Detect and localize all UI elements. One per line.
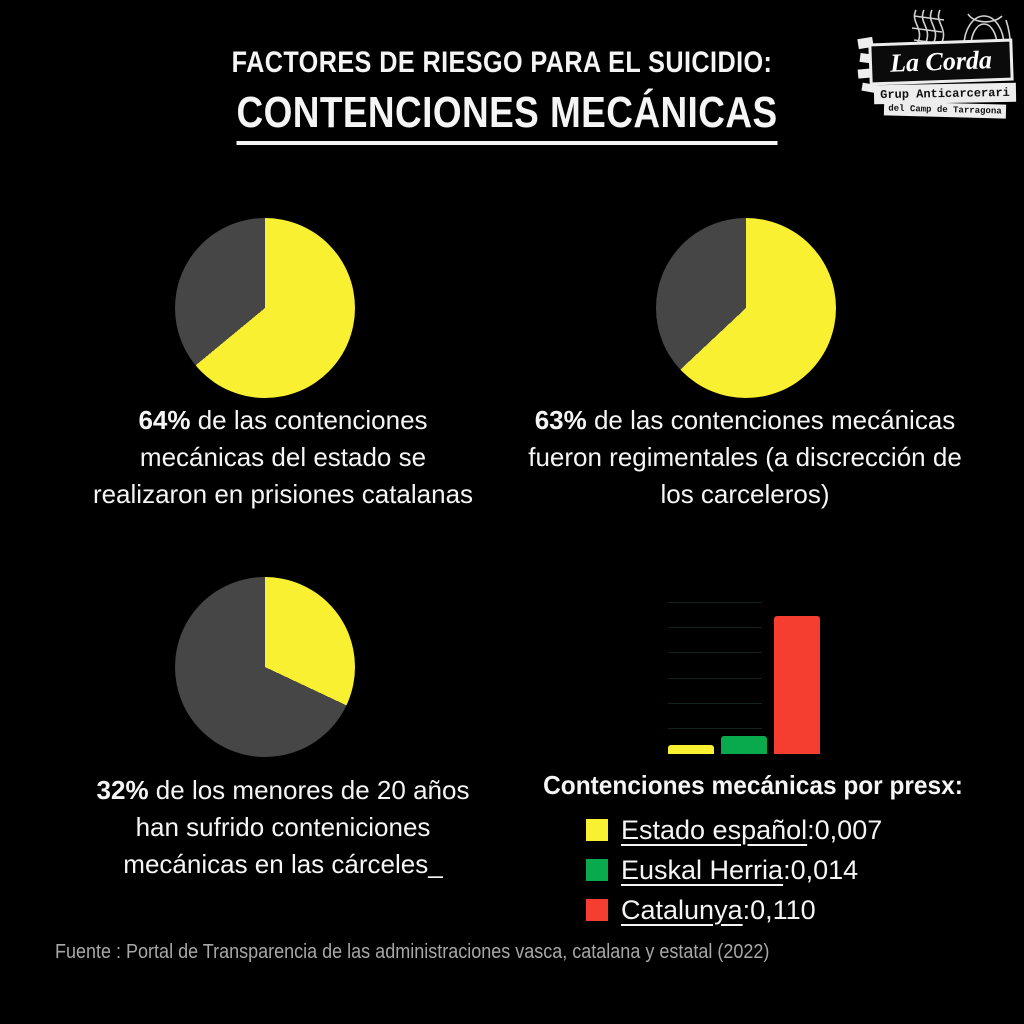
legend-item-euskal-herria: Euskal Herria: 0,014 [586,850,978,890]
legend-value: 0,014 [790,854,859,885]
caption-line: han sufrido conteniciones [135,812,431,842]
page-subtitle: CONTENCIONES MECÁNICAS [81,88,933,145]
caption-line: realizaron en prisiones catalanas [92,479,474,509]
bar-catalunya [774,615,820,754]
gridline [668,727,763,729]
legend-value: 0,007 [814,814,883,845]
caption-63: 63% de las contenciones mecánicas fueron… [505,402,985,513]
caption-line: 64% de las contenciones [53,402,513,439]
legend-separator: : [783,854,791,885]
caption-32-percentage: 32% [96,775,149,805]
red-swatch-icon [586,899,608,921]
bar-euskal-herria [721,736,767,754]
caption-line: 63% de las contenciones mecánicas [505,402,985,439]
legend-item-catalunya: Catalunya: 0,110 [586,890,978,930]
legend-value: 0,110 [750,894,816,925]
page-subtitle-text: CONTENCIONES MECÁNICAS [236,88,778,145]
yellow-swatch-icon [586,819,608,841]
caption-line: fueron regimentales (a discrección de [528,442,962,472]
pie-chart-63 [656,218,836,398]
torn-paper-chip [857,68,873,79]
logo-title-band: La Corda [871,41,1011,83]
bar-chart-legend: Contenciones mecánicas por presx: Estado… [528,770,978,930]
gridline [668,677,763,679]
legend-title: Contenciones mecánicas por presx: [543,770,963,800]
caption-32: 32% de los menores de 20 años han sufrid… [53,772,513,883]
gridline [668,702,763,704]
bar-estado-español [668,745,714,754]
caption-text: de los menores de 20 años [148,775,470,805]
green-swatch-icon [586,859,608,881]
legend-item-estado-espanol: Estado español: 0,007 [586,810,978,850]
pie-chart-32 [175,577,355,757]
bar-chart-plot [668,602,820,754]
logo-subtitle-1: Grup Anticarcerari [880,85,1010,102]
caption-line: mecánicas del estado se [139,442,427,472]
legend-label: Catalunya [621,894,743,925]
caption-64: 64% de las contenciones mecánicas del es… [53,402,513,513]
pie-chart-64 [175,218,355,398]
caption-line: los carceleros) [660,479,830,509]
caption-text: de las contenciones mecánicas [586,405,956,435]
caption-line: 32% de los menores de 20 años [53,772,513,809]
legend-separator: : [807,814,815,845]
caption-line: mecánicas en las cárceles_ [123,849,443,879]
caption-63-percentage: 63% [534,405,587,435]
caption-text: de las contenciones [190,405,428,435]
legend-label: Euskal Herria [621,854,784,885]
legend-label: Estado español [621,814,808,845]
gridline [668,602,763,603]
legend-items: Estado español: 0,007 Euskal Herria: 0,0… [586,810,978,930]
source-note: Fuente : Portal de Transparencia de las … [55,941,770,963]
la-corda-logo: La Corda Grup Anticarcerari del Camp de … [856,8,1022,119]
logo-title: La Corda [889,45,993,78]
legend-separator: : [742,894,751,925]
logo-subtitle-2: del Camp de Tarragona [888,103,1002,117]
gridline [668,652,763,654]
caption-64-percentage: 64% [138,405,191,435]
gridline [668,627,763,629]
page-title: FACTORES DE RIESGO PARA EL SUICIDIO: [231,46,773,79]
